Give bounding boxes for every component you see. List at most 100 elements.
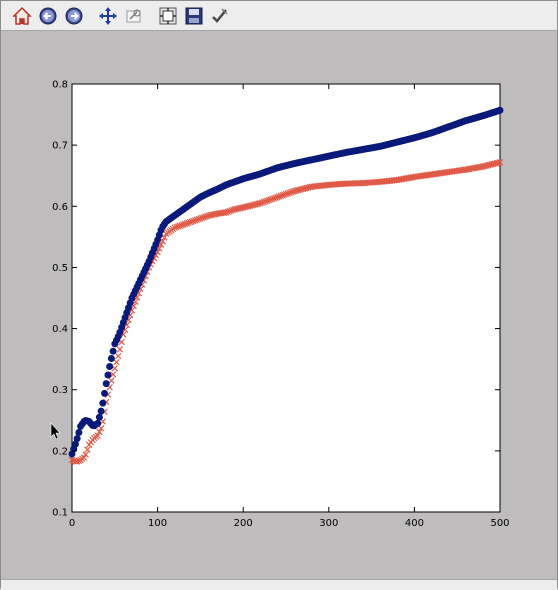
back-arrow-icon	[39, 7, 57, 24]
series-1-point	[102, 380, 110, 388]
series-2-point	[173, 223, 180, 231]
series-2-point	[495, 159, 502, 166]
series-2-point	[114, 352, 122, 360]
series-2-point	[496, 159, 504, 166]
series-2-point	[272, 194, 279, 201]
series-1-point	[106, 362, 114, 370]
series-2-point	[281, 191, 288, 198]
forward-button[interactable]	[63, 5, 85, 27]
series-2-point	[262, 198, 269, 205]
subplots-button[interactable]	[157, 5, 179, 27]
series-2-point	[263, 197, 271, 205]
series-2-point	[171, 224, 178, 231]
zoom-button[interactable]	[123, 5, 145, 27]
series-2-point	[277, 192, 285, 200]
y-tick-label: 0.3	[52, 385, 68, 396]
edit-button[interactable]	[209, 5, 231, 27]
x-tick-label: 400	[405, 518, 424, 529]
x-tick-label: 0	[69, 518, 75, 529]
series-2-point	[257, 200, 264, 207]
series-1-point	[73, 435, 81, 443]
series-2-point	[193, 216, 201, 223]
series-layer	[68, 106, 504, 465]
series-2-point	[286, 189, 293, 197]
subplots-config-icon	[159, 7, 177, 24]
series-2-point	[275, 193, 283, 200]
y-tick-label: 0.2	[52, 446, 68, 457]
series-2-point	[279, 192, 286, 199]
series-2-point	[80, 454, 88, 461]
series-2-point	[197, 215, 204, 222]
series-2-point	[109, 371, 117, 378]
chart-svg: 0 100 200 300 400 500 0.1 0.2 0.3 0.4 0.5 0.6 0.7 0.8	[50, 80, 510, 530]
series-2-point	[174, 223, 182, 230]
series-2-point	[68, 456, 76, 464]
series-2-point	[82, 451, 89, 458]
save-button[interactable]	[183, 5, 205, 27]
y-tick-label: 0.6	[52, 202, 68, 213]
x-tick-label: 200	[234, 518, 253, 529]
series-2-point	[224, 208, 232, 216]
figure-canvas[interactable]: 0 100 200 300 400 500 0.1 0.2 0.3 0.4 0.5 0.6 0.7 0.8	[1, 31, 557, 579]
series-2-point	[202, 213, 209, 220]
forward-arrow-icon	[65, 7, 83, 24]
back-button[interactable]	[37, 5, 59, 27]
series-2-point	[84, 446, 91, 453]
x-tick-label: 500	[490, 518, 509, 529]
series-1-point	[75, 429, 83, 437]
series-2-point	[227, 207, 235, 214]
pan-button[interactable]	[97, 5, 119, 27]
series-2-point	[73, 458, 81, 465]
series-2-point	[260, 198, 267, 206]
y-tick-label: 0.1	[52, 508, 68, 519]
series-1-markers	[68, 106, 504, 458]
series-1-point	[97, 407, 105, 415]
series-2-point	[226, 207, 233, 215]
series-2-point	[198, 214, 206, 222]
series-2-point	[269, 195, 276, 203]
series-2-point	[270, 195, 278, 202]
series-2-point	[222, 209, 230, 216]
series-1-point	[95, 413, 103, 421]
x-tick-label: 100	[148, 518, 167, 529]
series-1-point	[94, 419, 102, 427]
zoom-rect-icon	[126, 9, 141, 22]
series-2-markers	[68, 159, 504, 465]
series-1-point	[107, 355, 115, 363]
y-tick-label: 0.7	[52, 141, 68, 152]
save-floppy-icon	[185, 7, 203, 24]
home-icon	[12, 6, 32, 25]
series-2-point	[188, 218, 196, 225]
series-2-point	[113, 358, 120, 366]
series-2-point	[186, 218, 194, 226]
series-2-point	[265, 196, 273, 204]
series-1-point	[101, 389, 109, 397]
series-2-point	[183, 220, 190, 227]
mouse-cursor-icon	[50, 422, 61, 440]
series-2-point	[185, 219, 192, 227]
series-2-point	[178, 222, 185, 229]
pan-move-icon	[99, 6, 117, 25]
series-1-point	[99, 399, 107, 407]
y-tick-label: 0.4	[52, 324, 68, 335]
series-2-point	[75, 457, 83, 464]
series-2-point	[190, 217, 197, 225]
series-2-point	[192, 217, 199, 224]
y-tick-label: 0.8	[52, 80, 68, 91]
home-button[interactable]	[11, 5, 33, 27]
series-2-point	[258, 199, 266, 206]
x-tick-label: 300	[319, 518, 338, 529]
series-2-point	[282, 190, 290, 198]
tick-layer: 0 100 200 300 400 500 0.1 0.2 0.3 0.4 0.5 0.6 0.7 0.8	[52, 80, 509, 530]
status-bar	[1, 579, 557, 590]
series-1-point	[496, 106, 504, 114]
series-1-point	[104, 371, 112, 379]
series-2-point	[180, 221, 187, 228]
series-2-point	[181, 220, 189, 228]
y-tick-label: 0.5	[52, 263, 68, 274]
series-2-point	[284, 190, 291, 197]
series-2-point	[200, 214, 208, 221]
edit-check-icon	[212, 7, 228, 23]
series-2-point	[96, 428, 103, 436]
